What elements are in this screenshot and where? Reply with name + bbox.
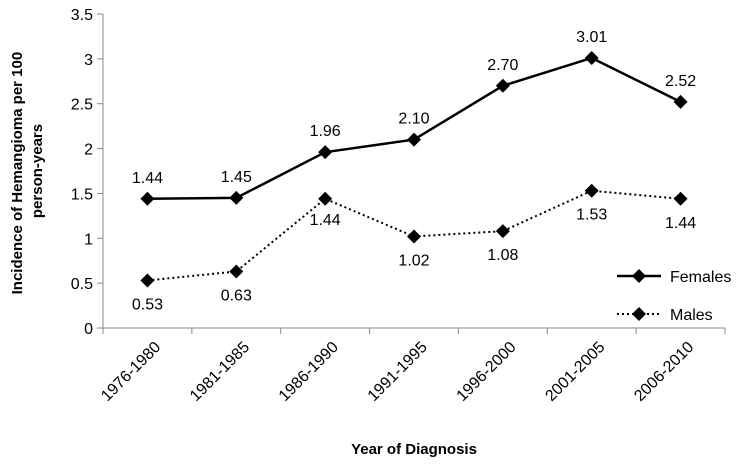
data-label-males: 0.53 — [132, 296, 163, 313]
data-label-males: 1.44 — [310, 212, 341, 229]
data-label-females: 1.44 — [132, 170, 163, 187]
data-labels: 1.44 1.45 1.96 2.10 2.70 3.01 2.52 0.53 0.63 1.44… — [132, 29, 696, 313]
data-point-females — [495, 78, 510, 93]
data-point-males — [584, 183, 599, 198]
data-point-males — [407, 229, 421, 244]
y-axis-ticks: 0 0.5 1 1.5 2 2.5 3 3.5 — [71, 7, 103, 338]
data-point-females — [407, 132, 421, 147]
data-point-females — [229, 190, 244, 205]
data-point-males — [495, 224, 510, 239]
data-point-females — [140, 191, 155, 206]
data-label-males: 0.63 — [221, 287, 252, 304]
data-point-females — [673, 94, 688, 109]
x-tick-label: 1976-1980 — [98, 339, 164, 405]
data-label-males: 1.53 — [576, 207, 607, 224]
data-label-males: 1.08 — [487, 247, 518, 264]
y-tick-label: 0.5 — [71, 276, 93, 293]
data-label-females: 3.01 — [576, 29, 607, 46]
series-males — [140, 183, 688, 288]
data-label-females: 1.45 — [221, 169, 252, 186]
y-tick-label: 0 — [84, 321, 93, 338]
legend-marker-females — [632, 269, 646, 283]
x-axis-ticks: 1976-1980 1981-1985 1986-1990 1991-1995 1996… — [98, 328, 726, 405]
y-tick-label: 1 — [84, 231, 93, 248]
y-axis-title: Incidence of Hemangioma per 100 person-y… — [9, 48, 46, 295]
series-layer — [140, 50, 688, 288]
x-tick-label: 1986-1990 — [276, 339, 342, 405]
data-label-males: 1.02 — [398, 252, 429, 269]
x-axis-title: Year of Diagnosis — [351, 441, 477, 458]
y-tick-label: 3.5 — [71, 7, 93, 24]
axes — [102, 14, 725, 329]
data-label-females: 2.10 — [398, 111, 429, 128]
legend-item-males: Males — [617, 307, 713, 324]
y-tick-label: 3 — [84, 52, 93, 69]
legend-item-females: Females — [617, 269, 731, 286]
data-point-females — [584, 50, 599, 65]
y-tick-label: 2 — [84, 142, 93, 159]
x-tick-label: 1991-1995 — [365, 339, 431, 405]
data-point-males — [140, 273, 155, 288]
legend-marker-males — [632, 307, 646, 321]
data-label-females: 2.70 — [487, 57, 518, 74]
data-point-males — [673, 191, 688, 206]
y-axis-title-line-1: Incidence of Hemangioma per 100 — [9, 52, 26, 295]
legend-label-females: Females — [670, 269, 731, 286]
x-tick-label: 2001-2005 — [542, 339, 608, 405]
data-point-females — [318, 145, 333, 160]
x-tick-label: 1996-2000 — [454, 339, 520, 405]
data-point-males — [229, 264, 244, 279]
legend: Females Males — [617, 269, 731, 324]
y-tick-label: 1.5 — [71, 186, 93, 203]
y-axis-title-line-2: person-years — [29, 124, 46, 218]
x-tick-label: 1981-1985 — [187, 339, 253, 405]
series-females — [140, 50, 688, 206]
data-label-females: 2.52 — [665, 73, 696, 90]
x-tick-label: 2006-2010 — [631, 339, 697, 405]
data-label-males: 1.44 — [665, 215, 696, 232]
data-point-males — [318, 191, 333, 206]
legend-label-males: Males — [670, 307, 713, 324]
y-tick-label: 2.5 — [71, 97, 93, 114]
data-label-females: 1.96 — [310, 123, 341, 140]
